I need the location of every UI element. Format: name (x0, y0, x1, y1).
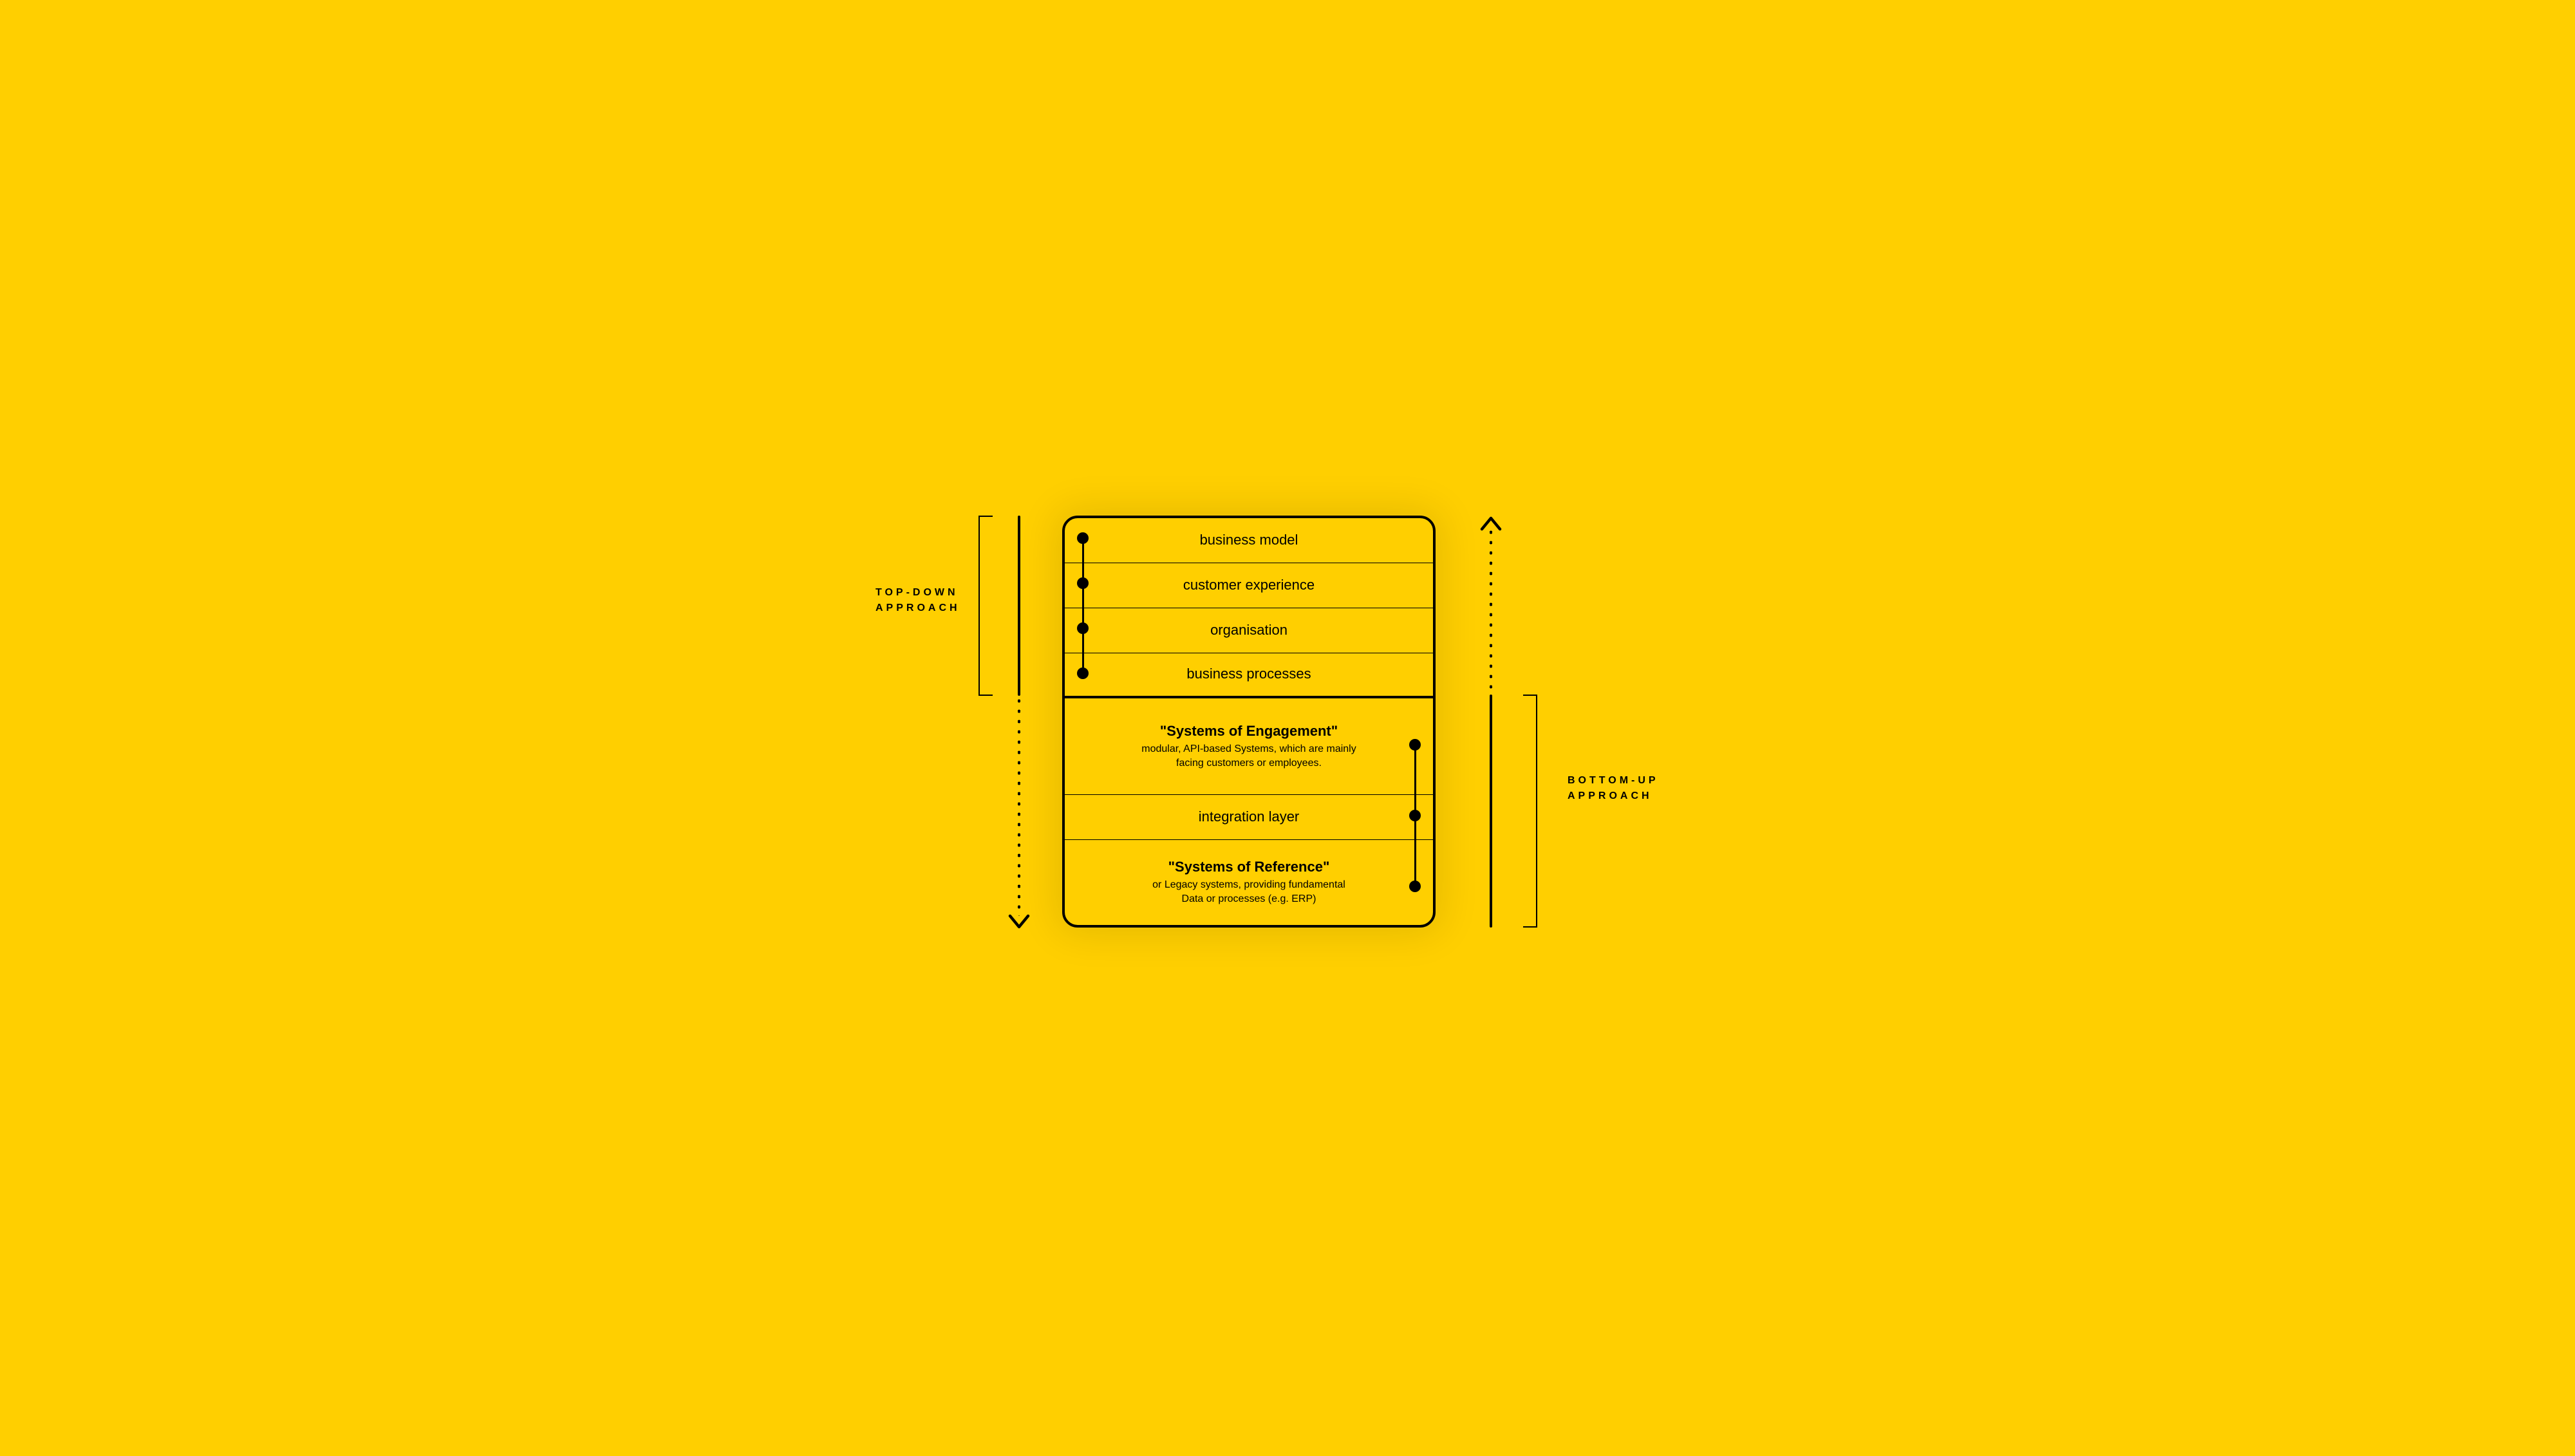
chevron-down-icon (1008, 914, 1030, 931)
dotted-arrow-down (1018, 696, 1020, 916)
bottom-up-label: BOTTOM-UP APPROACH (1568, 773, 1659, 804)
layer-row: integration layer (1065, 795, 1433, 840)
dotted-arrow-up (1490, 527, 1492, 695)
left-dot-connector (1076, 516, 1089, 696)
label-text: APPROACH (1568, 790, 1653, 801)
layer-row: organisation (1065, 608, 1433, 653)
dot-icon (1077, 622, 1089, 634)
diagram-canvas: TOP-DOWN APPROACH BOTTOM-UP APPROACH bus… (785, 445, 1790, 1011)
layer-row: "Systems of Engagement" modular, API-bas… (1065, 698, 1433, 795)
row-title: customer experience (1183, 577, 1315, 593)
layer-row: business processes (1065, 653, 1433, 698)
right-solid-line (1490, 695, 1492, 928)
dot-icon (1409, 739, 1421, 751)
left-bracket (979, 516, 993, 696)
layer-stack-box: business model customer experience organ… (1062, 516, 1436, 928)
row-title: organisation (1210, 622, 1288, 639)
right-bracket (1523, 695, 1537, 928)
label-text: APPROACH (876, 602, 960, 613)
row-title: integration layer (1199, 808, 1300, 825)
dot-icon (1077, 577, 1089, 589)
dot-connector-line (1082, 538, 1084, 673)
dot-icon (1409, 810, 1421, 821)
row-bold-title: "Systems of Reference" (1168, 859, 1330, 875)
top-down-label: TOP-DOWN APPROACH (876, 585, 960, 616)
chevron-up-icon (1480, 514, 1502, 531)
row-subtitle: modular, API-based Systems, which are ma… (1141, 742, 1356, 770)
row-subtitle: or Legacy systems, providing fundamental… (1152, 878, 1345, 906)
layer-row: "Systems of Reference" or Legacy systems… (1065, 840, 1433, 925)
dot-icon (1409, 881, 1421, 892)
row-bold-title: "Systems of Engagement" (1160, 723, 1338, 740)
dot-icon (1077, 667, 1089, 679)
row-title: business model (1200, 532, 1298, 548)
layer-row: business model (1065, 518, 1433, 563)
left-solid-line (1018, 516, 1020, 696)
label-text: BOTTOM-UP (1568, 775, 1659, 786)
row-title: business processes (1186, 666, 1311, 682)
dot-icon (1077, 532, 1089, 544)
layer-row: customer experience (1065, 563, 1433, 608)
label-text: TOP-DOWN (876, 587, 959, 598)
right-dot-connector (1409, 696, 1421, 928)
